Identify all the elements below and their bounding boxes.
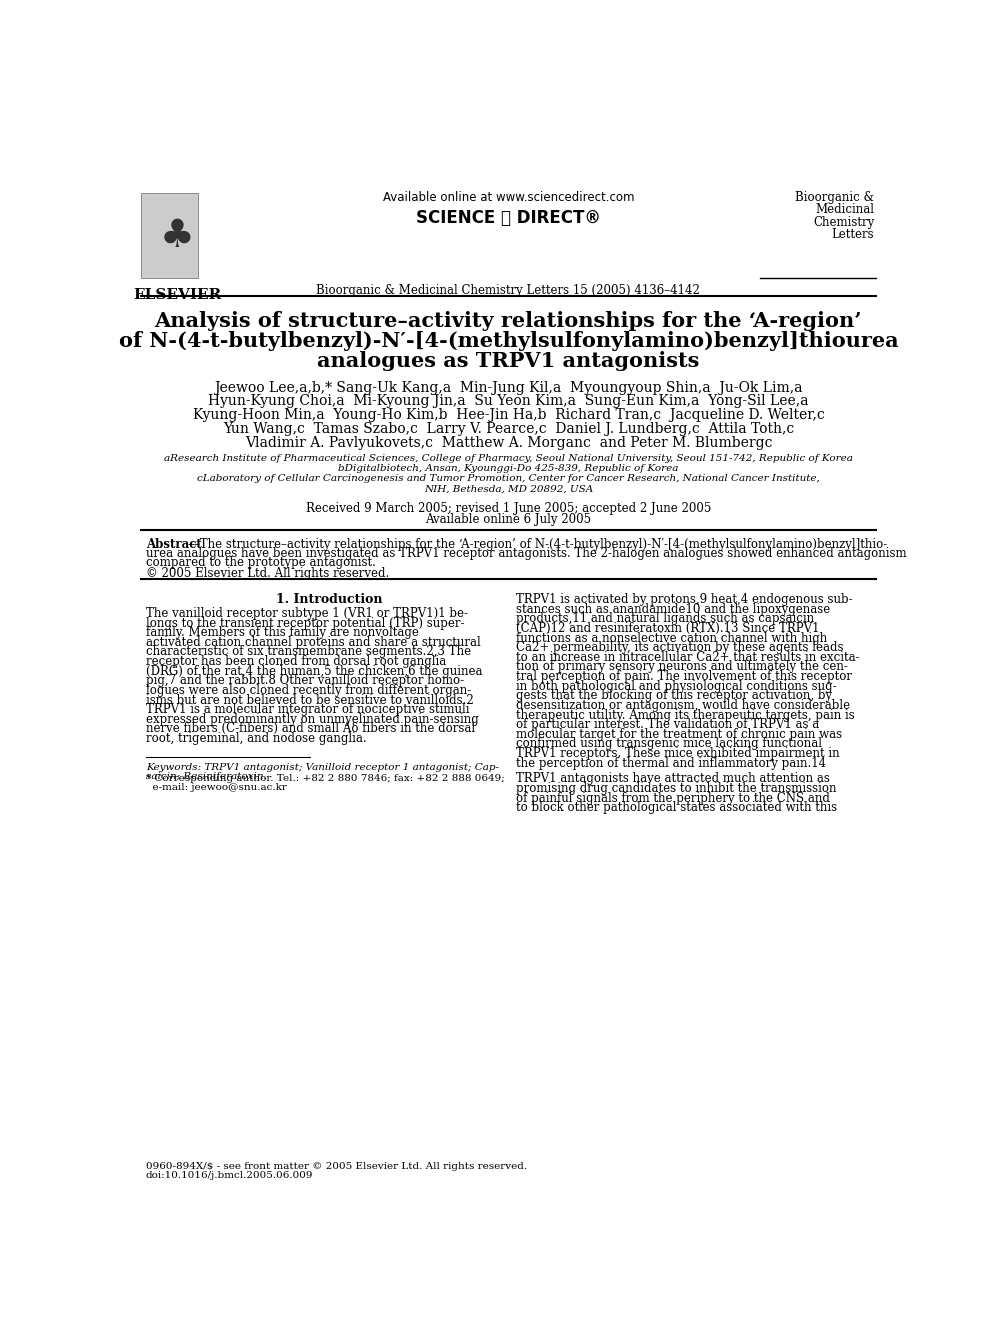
Text: functions as a nonselective cation channel with high: functions as a nonselective cation chann… xyxy=(516,631,827,644)
Text: 0960-894X/$ - see front matter © 2005 Elsevier Ltd. All rights reserved.: 0960-894X/$ - see front matter © 2005 El… xyxy=(146,1162,527,1171)
Text: promising drug candidates to inhibit the transmission: promising drug candidates to inhibit the… xyxy=(516,782,836,795)
Text: urea analogues have been investigated as TRPV1 receptor antagonists. The 2-halog: urea analogues have been investigated as… xyxy=(146,546,907,560)
Text: Jeewoo Lee,a,b,* Sang-Uk Kang,a  Min-Jung Kil,a  Myoungyoup Shin,a  Ju-Ok Lim,a: Jeewoo Lee,a,b,* Sang-Uk Kang,a Min-Jung… xyxy=(214,381,803,394)
Text: TRPV1 is activated by protons,9 heat,4 endogenous sub-: TRPV1 is activated by protons,9 heat,4 e… xyxy=(516,593,853,606)
Text: Available online at www.sciencedirect.com: Available online at www.sciencedirect.co… xyxy=(383,191,634,204)
Text: ELSEVIER: ELSEVIER xyxy=(133,288,221,302)
Text: Medicinal: Medicinal xyxy=(815,204,874,217)
Text: activated cation channel proteins and share a structural: activated cation channel proteins and sh… xyxy=(146,636,480,648)
Text: Yun Wang,c  Tamas Szabo,c  Larry V. Pearce,c  Daniel J. Lundberg,c  Attila Toth,: Yun Wang,c Tamas Szabo,c Larry V. Pearce… xyxy=(223,422,794,437)
Text: TRPV1 is a molecular integrator of nociceptive stimuli: TRPV1 is a molecular integrator of nocic… xyxy=(146,703,469,716)
Text: e-mail: jeewoo@snu.ac.kr: e-mail: jeewoo@snu.ac.kr xyxy=(146,783,287,792)
Text: Received 9 March 2005; revised 1 June 2005; accepted 2 June 2005: Received 9 March 2005; revised 1 June 20… xyxy=(306,503,711,515)
Text: Bioorganic &: Bioorganic & xyxy=(796,191,874,204)
Text: tion of primary sensory neurons and ultimately the cen-: tion of primary sensory neurons and ulti… xyxy=(516,660,848,673)
Text: desensitization or antagonism, would have considerable: desensitization or antagonism, would hav… xyxy=(516,699,850,712)
Text: confirmed using transgenic mice lacking functional: confirmed using transgenic mice lacking … xyxy=(516,737,822,750)
Text: tral perception of pain. The involvement of this receptor: tral perception of pain. The involvement… xyxy=(516,669,852,683)
Text: isms but are not believed to be sensitive to vanilloids.2: isms but are not believed to be sensitiv… xyxy=(146,693,473,706)
Text: gests that the blocking of this receptor activation, by: gests that the blocking of this receptor… xyxy=(516,689,832,703)
Text: NIH, Bethesda, MD 20892, USA: NIH, Bethesda, MD 20892, USA xyxy=(424,484,593,493)
Text: Chemistry: Chemistry xyxy=(813,216,874,229)
Text: family. Members of this family are nonvoltage: family. Members of this family are nonvo… xyxy=(146,626,419,639)
Text: of particular interest. The validation of TRPV1 as a: of particular interest. The validation o… xyxy=(516,718,819,732)
Text: * Corresponding author. Tel.: +82 2 880 7846; fax: +82 2 888 0649;: * Corresponding author. Tel.: +82 2 880 … xyxy=(146,774,505,783)
Text: characteristic of six transmembrane segments.2,3 The: characteristic of six transmembrane segm… xyxy=(146,646,471,659)
Text: therapeutic utility. Among its therapeutic targets, pain is: therapeutic utility. Among its therapeut… xyxy=(516,709,855,721)
Text: Analysis of structure–activity relationships for the ‘A-region’: Analysis of structure–activity relations… xyxy=(155,311,862,331)
Text: SCIENCE ⓐ DIRECT®: SCIENCE ⓐ DIRECT® xyxy=(416,209,601,226)
Text: cLaboratory of Cellular Carcinogenesis and Tumor Promotion, Center for Cancer Re: cLaboratory of Cellular Carcinogenesis a… xyxy=(197,475,819,483)
Text: stances such as anandamide10 and the lipoxygenase: stances such as anandamide10 and the lip… xyxy=(516,603,830,615)
Text: © 2005 Elsevier Ltd. All rights reserved.: © 2005 Elsevier Ltd. All rights reserved… xyxy=(146,566,389,579)
FancyBboxPatch shape xyxy=(141,193,197,278)
Text: 1. Introduction: 1. Introduction xyxy=(276,593,383,606)
Text: compared to the prototype antagonist.: compared to the prototype antagonist. xyxy=(146,556,376,569)
Text: logues were also cloned recently from different organ-: logues were also cloned recently from di… xyxy=(146,684,471,697)
Text: TRPV1 receptors. These mice exhibited impairment in: TRPV1 receptors. These mice exhibited im… xyxy=(516,747,840,759)
Text: Keywords: TRPV1 antagonist; Vanilloid receptor 1 antagonist; Cap-: Keywords: TRPV1 antagonist; Vanilloid re… xyxy=(146,763,499,773)
Text: of painful signals from the periphery to the CNS and: of painful signals from the periphery to… xyxy=(516,791,830,804)
Text: Hyun-Kyung Choi,a  Mi-Kyoung Jin,a  Su Yeon Kim,a  Sung-Eun Kim,a  Yong-Sil Lee,: Hyun-Kyung Choi,a Mi-Kyoung Jin,a Su Yeo… xyxy=(208,394,808,409)
Text: doi:10.1016/j.bmcl.2005.06.009: doi:10.1016/j.bmcl.2005.06.009 xyxy=(146,1171,313,1180)
Text: analogues as TRPV1 antagonists: analogues as TRPV1 antagonists xyxy=(317,352,699,372)
Text: aResearch Institute of Pharmaceutical Sciences, College of Pharmacy, Seoul Natio: aResearch Institute of Pharmaceutical Sc… xyxy=(164,454,853,463)
Text: Vladimir A. Pavlyukovets,c  Matthew A. Morganc  and Peter M. Blumbergc: Vladimir A. Pavlyukovets,c Matthew A. Mo… xyxy=(245,437,772,450)
Text: to an increase in intracellular Ca2+ that results in excita-: to an increase in intracellular Ca2+ tha… xyxy=(516,651,860,664)
Text: to block other pathological states associated with this: to block other pathological states assoc… xyxy=(516,802,837,815)
Text: of N-(4-t-butylbenzyl)-N′-[4-(methylsulfonylamino)benzyl]thiourea: of N-(4-t-butylbenzyl)-N′-[4-(methylsulf… xyxy=(119,331,898,351)
Text: Abstract: Abstract xyxy=(146,537,201,550)
Text: Bioorganic & Medicinal Chemistry Letters 15 (2005) 4136–4142: Bioorganic & Medicinal Chemistry Letters… xyxy=(316,284,700,298)
Text: (CAP)12 and resiniferatoxin (RTX).13 Since TRPV1: (CAP)12 and resiniferatoxin (RTX).13 Sin… xyxy=(516,622,819,635)
Text: in both pathological and physiological conditions sug-: in both pathological and physiological c… xyxy=(516,680,837,693)
Text: the perception of thermal and inflammatory pain.14: the perception of thermal and inflammato… xyxy=(516,757,826,770)
Text: Available online 6 July 2005: Available online 6 July 2005 xyxy=(426,513,591,527)
Text: (DRG) of the rat,4 the human,5 the chicken,6 the guinea: (DRG) of the rat,4 the human,5 the chick… xyxy=(146,664,482,677)
Text: Kyung-Hoon Min,a  Young-Ho Kim,b  Hee-Jin Ha,b  Richard Tran,c  Jacqueline D. We: Kyung-Hoon Min,a Young-Ho Kim,b Hee-Jin … xyxy=(192,409,824,422)
Text: bDigitalbiotech, Ansan, Kyounggi-Do 425-839, Republic of Korea: bDigitalbiotech, Ansan, Kyounggi-Do 425-… xyxy=(338,464,679,474)
Text: products,11 and natural ligands such as capsaicin: products,11 and natural ligands such as … xyxy=(516,613,814,626)
Text: saicin; Resiniferatoxin.: saicin; Resiniferatoxin. xyxy=(146,773,267,782)
Text: —The structure–activity relationships for the ‘A-region’ of N-(4-t-butylbenzyl)-: —The structure–activity relationships fo… xyxy=(187,537,887,550)
Text: ♣: ♣ xyxy=(160,217,194,255)
Text: molecular target for the treatment of chronic pain was: molecular target for the treatment of ch… xyxy=(516,728,842,741)
Text: TRPV1 antagonists have attracted much attention as: TRPV1 antagonists have attracted much at… xyxy=(516,773,830,786)
Text: pig,7 and the rabbit.8 Other vanilloid receptor homo-: pig,7 and the rabbit.8 Other vanilloid r… xyxy=(146,675,464,687)
Text: Ca2+ permeability, its activation by these agents leads: Ca2+ permeability, its activation by the… xyxy=(516,642,843,654)
Text: longs to the transient receptor potential (TRP) super-: longs to the transient receptor potentia… xyxy=(146,617,464,630)
Text: nerve fibers (C-fibers) and small Aδ fibers in the dorsal: nerve fibers (C-fibers) and small Aδ fib… xyxy=(146,722,475,736)
Text: root, trigeminal, and nodose ganglia.: root, trigeminal, and nodose ganglia. xyxy=(146,732,366,745)
Text: receptor has been cloned from dorsal root ganglia: receptor has been cloned from dorsal roo… xyxy=(146,655,446,668)
Text: The vanilloid receptor subtype 1 (VR1 or TRPV1)1 be-: The vanilloid receptor subtype 1 (VR1 or… xyxy=(146,607,467,620)
Text: Letters: Letters xyxy=(831,228,874,241)
Text: expressed predominantly on unmyelinated pain-sensing: expressed predominantly on unmyelinated … xyxy=(146,713,478,726)
